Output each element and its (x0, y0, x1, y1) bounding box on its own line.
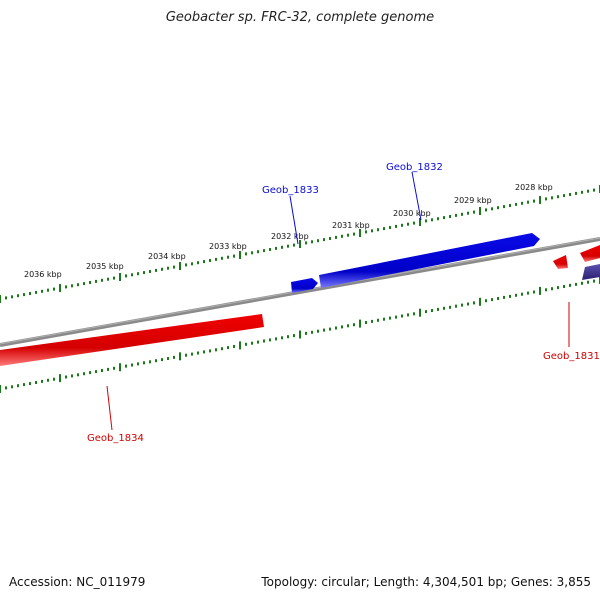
gene-edge-red[interactable] (580, 245, 600, 262)
gene-edge-purple[interactable] (582, 264, 600, 280)
label-geob-1833[interactable]: Geob_1833 (262, 185, 319, 196)
gene-geob-1833[interactable] (291, 278, 318, 293)
tick-label-2035: 2035 kbp (86, 262, 124, 271)
tick-label-2029: 2029 kbp (454, 196, 492, 205)
tick-label-2032: 2032 kbp (271, 232, 309, 241)
leader-geob-1832 (411, 171, 422, 221)
label-geob-1832[interactable]: Geob_1832 (386, 162, 443, 173)
genome-summary: Topology: circular; Length: 4,304,501 bp… (261, 575, 591, 589)
tick-label-2031: 2031 kbp (332, 221, 370, 230)
genome-backbone (0, 237, 600, 347)
tick-label-2034: 2034 kbp (148, 252, 186, 261)
outer-tick-ring (0, 185, 600, 303)
tick-label-2036: 2036 kbp (24, 270, 62, 279)
map-title: Geobacter sp. FRC-32, complete genome (165, 10, 435, 25)
gene-geob-1831[interactable] (553, 255, 568, 269)
label-geob-1834[interactable]: Geob_1834 (87, 433, 144, 444)
gene-geob-1834[interactable] (0, 314, 264, 366)
gene-geob-1832[interactable] (319, 233, 540, 288)
tick-label-2030: 2030 kbp (393, 209, 431, 218)
inner-tick-ring (0, 276, 600, 393)
accession-label: Accession: NC_011979 (9, 575, 146, 589)
tick-label-2028: 2028 kbp (515, 183, 553, 192)
label-geob-1831[interactable]: Geob_1831 (543, 351, 600, 362)
tick-labels: 2028 kbp 2029 kbp 2030 kbp 2031 kbp 2032… (24, 183, 553, 279)
leader-geob-1833 (289, 195, 299, 245)
leader-geob-1834 (106, 385, 113, 431)
tick-label-2033: 2033 kbp (209, 242, 247, 251)
